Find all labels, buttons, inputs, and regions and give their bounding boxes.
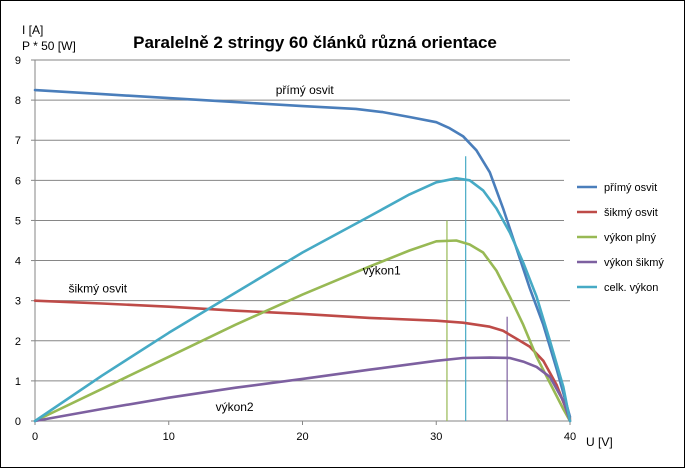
series-line — [33, 299, 572, 421]
series-line — [33, 177, 572, 423]
chart-title: Paralelně 2 stringy 60 článků různá orie… — [133, 33, 497, 52]
y-axis-label-current: I [A] — [22, 23, 43, 37]
x-tick-label: 40 — [564, 431, 576, 443]
y-tick-label: 0 — [15, 416, 21, 428]
series-line — [33, 239, 572, 423]
x-tick-label: 0 — [32, 431, 38, 443]
legend-label: přímý osvit — [604, 182, 657, 194]
y-tick-label: 6 — [15, 175, 21, 187]
y-tick-label: 7 — [15, 135, 21, 147]
x-tick-label: 20 — [296, 431, 308, 443]
legend-label: výkon šikmý — [604, 257, 664, 269]
y-tick-label: 1 — [15, 376, 21, 388]
x-axis-label: U [V] — [586, 435, 613, 449]
series-line — [33, 356, 572, 423]
legend-label: výkon plný — [604, 232, 656, 244]
x-tick-label: 30 — [430, 431, 442, 443]
annotation-label: přímý osvit — [276, 83, 335, 97]
y-tick-label: 5 — [15, 215, 21, 227]
x-tick-label: 10 — [163, 431, 175, 443]
annotation-label: výkon1 — [363, 264, 401, 278]
grid — [35, 59, 570, 382]
legend-label: celk. výkon — [604, 282, 658, 294]
annotations: přímý osvit šikmý osvit výkon1 výkon2 — [68, 83, 401, 414]
legend: přímý osvit šikmý osvit výkon plný výkon ši… — [577, 182, 664, 294]
y-tick-label: 9 — [15, 55, 21, 67]
y-axis-label-power: P * 50 [W] — [22, 39, 76, 53]
y-tick-label: 2 — [15, 336, 21, 348]
y-tick-label: 3 — [15, 296, 21, 308]
legend-label: šikmý osvit — [604, 207, 658, 219]
annotation-label: výkon2 — [216, 400, 254, 414]
annotation-label: šikmý osvit — [68, 282, 127, 296]
axes: 0 1 2 3 4 5 6 7 8 9 0 10 20 30 40 — [15, 55, 576, 443]
y-tick-label: 8 — [15, 95, 21, 107]
series-line — [33, 88, 572, 419]
series — [33, 88, 572, 423]
y-tick-label: 4 — [15, 256, 21, 268]
